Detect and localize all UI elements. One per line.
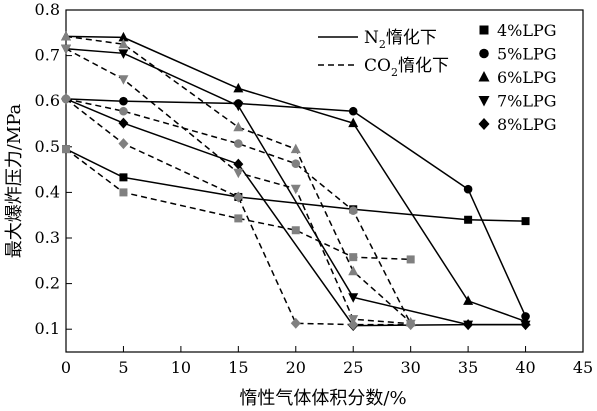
data-point-circle-n2: [463, 184, 473, 194]
legend-marker-triangle-down: [478, 96, 490, 107]
data-point-triangle-up-co2: [233, 121, 244, 132]
legend-marker-label: 8%LPG: [497, 115, 557, 134]
data-point-square-n2: [464, 215, 473, 224]
data-point-triangle-up-co2: [61, 30, 71, 41]
x-tick-label: 35: [458, 358, 478, 377]
legend-line-label-main: CO: [364, 56, 391, 76]
data-point-diamond-co2: [290, 317, 301, 329]
data-point-square-co2: [406, 255, 415, 264]
legend-marker-circle: [479, 48, 489, 59]
data-point-triangle-up-n2: [348, 117, 359, 128]
data-point-triangle-down-co2: [61, 44, 71, 55]
legend-line-label-main: N: [364, 28, 379, 48]
data-point-triangle-down-n2: [118, 49, 129, 59]
data-point-circle-co2: [234, 139, 243, 148]
data-point-circle-n2: [119, 96, 128, 106]
y-tick-label: 0.1: [35, 319, 60, 338]
data-point-diamond-n2: [463, 319, 474, 331]
series-line-square-co2: [65, 148, 411, 261]
axis-ticks: 0 5 10 15 20 25 30 35 40 45 0.1 0.2 0.3 0.4 0.5 0.6 0.7 0…: [35, 0, 594, 377]
data-point-circle-co2: [348, 206, 358, 215]
data-point-triangle-down-co2: [290, 184, 301, 195]
data-point-diamond-co2: [233, 191, 244, 203]
data-point-circle-n2: [348, 106, 358, 116]
data-point-square-co2: [119, 188, 128, 197]
y-tick-label: 0.8: [35, 0, 60, 19]
series-line-triangle-up-co2: [65, 35, 412, 323]
y-tick-label: 0.2: [35, 274, 60, 293]
data-point-triangle-up-co2: [290, 143, 301, 154]
data-point-diamond-co2: [405, 319, 416, 331]
data-point-square-n2: [521, 217, 530, 226]
legend-line-label-rest: 惰化下: [386, 28, 437, 48]
data-point-diamond-co2: [61, 93, 71, 105]
data-point-triangle-up-n2: [118, 31, 129, 42]
data-point-triangle-up-n2: [233, 82, 244, 93]
legend-marker-triangle-up: [478, 71, 490, 82]
data-point-triangle-down-co2: [118, 75, 129, 85]
data-point-diamond-co2: [118, 138, 129, 150]
data-point-square-co2: [291, 226, 300, 235]
series-diamond-n2: [61, 93, 531, 332]
data-point-triangle-down-co2: [233, 168, 244, 179]
data-point-diamond-co2: [348, 319, 359, 331]
legend-line-label-sub: 2: [391, 66, 398, 79]
y-tick-label: 0.5: [35, 137, 60, 156]
legend-line-label-rest: 惰化下: [398, 56, 449, 76]
data-point-triangle-up-n2: [463, 295, 474, 305]
series-line-circle-co2: [65, 98, 412, 325]
x-tick-label: 15: [228, 358, 248, 377]
y-axis-title: 最大爆炸压力/MPa: [4, 103, 25, 258]
legend-marker-label: 6%LPG: [497, 68, 557, 87]
x-tick-label: 40: [515, 358, 535, 377]
series-square-co2: [62, 145, 415, 264]
data-point-triangle-down-n2: [348, 293, 359, 303]
data-point-triangle-up-co2: [348, 265, 359, 276]
x-tick-label: 5: [118, 358, 128, 377]
x-axis-title: 惰性气体体积分数/%: [239, 388, 406, 409]
legend-marker-label: 5%LPG: [497, 45, 557, 64]
data-point-square-co2: [62, 145, 70, 154]
data-point-square-co2: [349, 253, 358, 262]
x-tick-label: 25: [343, 358, 363, 377]
x-tick-label: 20: [286, 358, 306, 377]
legend-marker-square: [479, 25, 489, 35]
legend-line-label-sub: 2: [379, 38, 386, 51]
legend-line-label: N2惰化下: [364, 28, 437, 51]
y-tick-label: 0.6: [35, 91, 60, 110]
series-line-circle-n2: [65, 98, 527, 317]
legend-marker-label: 7%LPG: [497, 92, 557, 111]
data-point-circle-co2: [119, 106, 128, 116]
series-group: [61, 30, 531, 332]
data-point-triangle-up-co2: [118, 38, 129, 49]
data-point-triangle-down-n2: [233, 101, 244, 112]
series-line-diamond-n2: [65, 98, 526, 327]
x-tick-label: 45: [573, 358, 593, 377]
legend-marker-label: 4%LPG: [497, 21, 557, 40]
series-line-triangle-down-co2: [65, 48, 411, 325]
x-tick-label: 30: [400, 358, 420, 377]
series-line-triangle-up-n2: [65, 35, 526, 323]
series-line-diamond-co2: [65, 98, 411, 326]
legend-marker-diamond: [478, 118, 490, 130]
x-tick-label: 0: [61, 358, 71, 377]
y-tick-label: 0.7: [35, 46, 60, 65]
data-point-square-n2: [119, 173, 128, 182]
x-tick-label: 10: [171, 358, 191, 377]
series-diamond-co2: [61, 93, 416, 331]
data-point-diamond-n2: [520, 319, 531, 331]
data-point-square-co2: [234, 214, 243, 223]
legend-line-label: CO2惰化下: [364, 56, 449, 79]
plot-frame: [65, 9, 584, 353]
data-point-circle-co2: [291, 159, 301, 168]
data-point-diamond-n2: [118, 117, 129, 129]
data-point-diamond-n2: [233, 158, 244, 170]
y-tick-label: 0.4: [35, 182, 60, 201]
series-line-square-n2: [65, 148, 526, 222]
y-tick-label: 0.3: [35, 228, 60, 247]
